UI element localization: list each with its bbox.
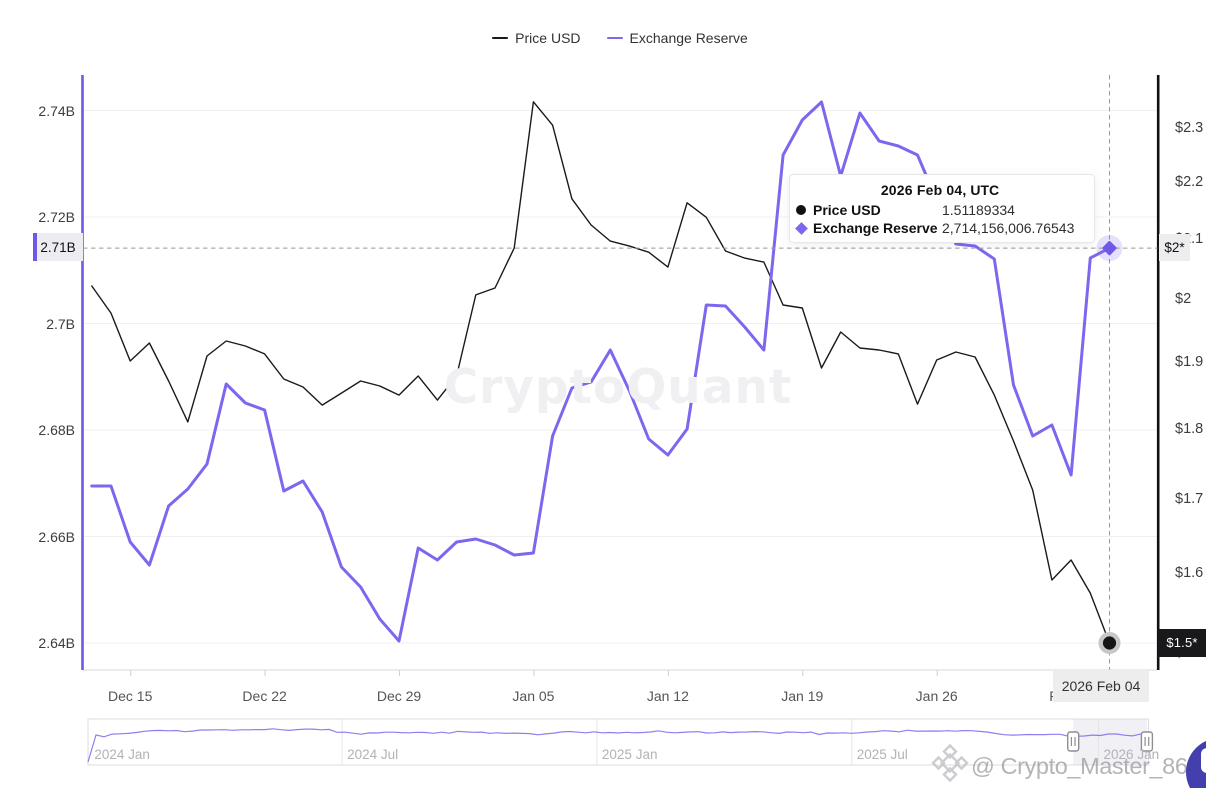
x-axis-tick-Jan-12: Jan 12 (646, 688, 689, 704)
chart-tooltip: 2026 Feb 04, UTC Price USD 1.51189334 Ex… (789, 174, 1095, 243)
cryptoquant-watermark: CryptoQuant (443, 360, 793, 415)
tooltip-price-value: 1.51189334 (942, 202, 1015, 218)
left-axis-tick-2.64B: 2.64B (38, 635, 75, 651)
reserve-last-point-diamond[interactable] (1102, 240, 1117, 256)
tooltip-timezone: UTC (970, 182, 1000, 198)
navigator-label-2025-Jan: 2025 Jan (601, 747, 658, 762)
tooltip-title: 2026 Feb 04, UTC (796, 182, 1084, 198)
right-axis-tick-$2: $2 (1175, 291, 1192, 308)
right-axis-tick-$1.7: $1.7 (1175, 490, 1204, 507)
price-last-value-text: $1.5* (1166, 635, 1198, 651)
price-usd-line-swatch-icon (492, 36, 509, 40)
price-marker-ring (1098, 631, 1121, 654)
navigator-label-2026-Jan: 2026 Jan (1103, 747, 1160, 762)
navigator-series-line (87, 728, 1149, 763)
crosshair-price-axis-text: $2* (1164, 239, 1185, 255)
tooltip-reserve-label: Exchange Reserve (813, 220, 938, 236)
reserve-accent-bar (33, 233, 37, 261)
right-axis-tick-$2.2: $2.2 (1175, 174, 1204, 191)
crosshair-price-axis-label: $2* (1159, 233, 1190, 261)
crosshair-date-text: 2026 Feb 04 (1061, 677, 1141, 694)
crosshair-reserve-value-text: 2.71B (40, 239, 76, 255)
legend-label: Price USD (515, 30, 581, 46)
right-axis-tick-$1.9: $1.9 (1175, 354, 1204, 371)
chart-legend: Price USD Exchange Reserve (83, 30, 1157, 46)
series-line-price-usd[interactable] (91, 101, 1111, 644)
navigator-left-handle[interactable] (1067, 731, 1080, 752)
x-axis-tick-Dec-22: Dec 22 (242, 688, 287, 704)
price-last-value-label: $1.5* (1158, 628, 1206, 657)
tooltip-row-price: Price USD 1.51189334 (796, 201, 1084, 219)
chat-bubble-icon (1201, 748, 1206, 773)
x-axis-tick-Dec-15: Dec 15 (108, 688, 153, 704)
legend-item-exchange-reserve[interactable]: Exchange Reserve (606, 30, 748, 46)
left-axis-tick-2.74B: 2.74B (38, 102, 75, 119)
tooltip-date: 2026 Feb 04, (880, 182, 967, 198)
right-axis-tick-$1.6: $1.6 (1175, 565, 1204, 582)
x-axis-tick-Dec-29: Dec 29 (376, 688, 422, 704)
exchange-reserve-line-swatch-icon (606, 36, 623, 40)
left-axis-tick-2.68B: 2.68B (38, 422, 75, 438)
crypto-master-watermark: @ Crypto_Master_86 (971, 753, 1188, 779)
reserve-diamond-icon (795, 221, 813, 235)
right-axis-tick-$1.8: $1.8 (1175, 420, 1204, 437)
x-axis-tick-Jan-26: Jan 26 (915, 688, 958, 704)
crosshair-reserve-value-label: 2.71B (33, 233, 83, 261)
navigator-label-2024-Jan: 2024 Jan (94, 747, 150, 762)
left-axis-tick-2.72B: 2.72B (38, 209, 75, 225)
left-axis-tick-2.7B: 2.7B (46, 315, 75, 332)
navigator-selected-range[interactable] (1073, 719, 1147, 765)
left-axis-tick-2.66B: 2.66B (38, 528, 75, 545)
tooltip-row-reserve: Exchange Reserve 2,714,156,006.76543 (795, 219, 1084, 237)
x-axis-tick-Jan-05: Jan 05 (512, 688, 555, 704)
navigator-label-2024-Jul: 2024 Jul (347, 747, 399, 762)
legend-label: Exchange Reserve (629, 30, 748, 46)
right-axis-tick-$2.3: $2.3 (1175, 119, 1204, 136)
x-axis-tick-Jan-19: Jan 19 (781, 688, 824, 704)
legend-item-price-usd[interactable]: Price USD (492, 30, 581, 46)
navigator-right-handle[interactable] (1140, 731, 1154, 752)
tooltip-reserve-value: 2,714,156,006.76543 (942, 220, 1075, 236)
price-last-point-dot[interactable] (1102, 636, 1117, 650)
price-dot-icon (796, 205, 813, 215)
crosshair-date-label: 2026 Feb 04 (1053, 669, 1149, 702)
tooltip-price-label: Price USD (813, 202, 881, 218)
navigator-label-2025-Jul: 2025 Jul (856, 747, 908, 762)
